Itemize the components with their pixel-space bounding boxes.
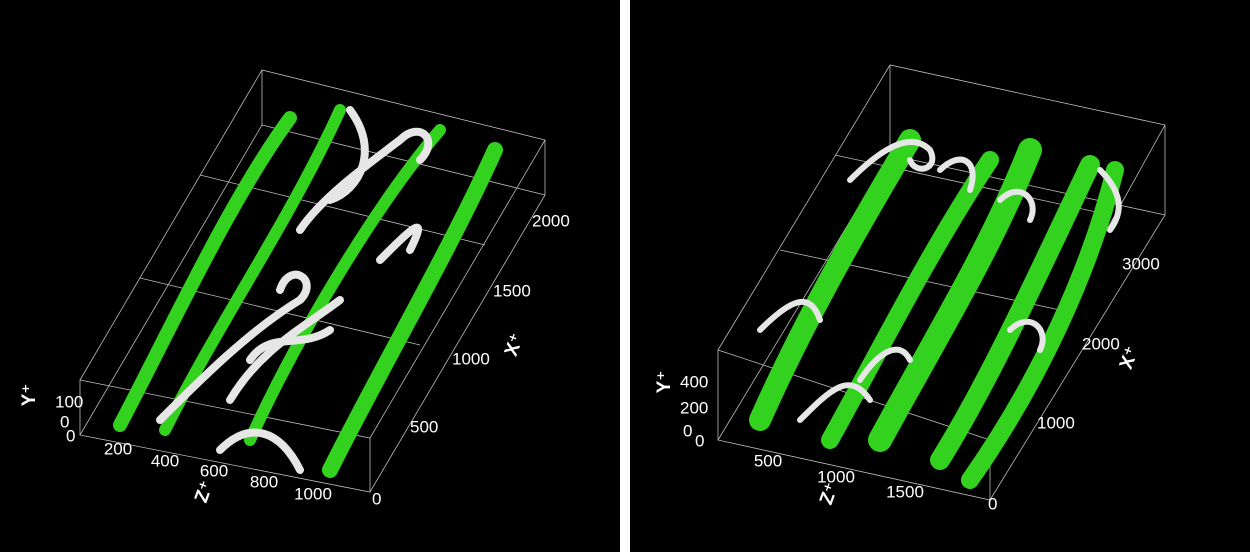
- streak: [159, 104, 346, 436]
- x-tick-label: 2000: [1082, 334, 1120, 353]
- z-tick-label: 200: [104, 439, 132, 458]
- z-tick-label: 1500: [886, 482, 924, 501]
- vortex: [757, 138, 1122, 423]
- streak: [322, 142, 503, 478]
- y-axis-label: Y⁺: [19, 384, 40, 407]
- streak: [961, 161, 1124, 489]
- x-tick-label: 0: [988, 494, 997, 513]
- y-tick-label: 0: [60, 412, 69, 431]
- x-tick-label: 2000: [532, 211, 570, 230]
- streak: [868, 138, 1042, 452]
- z-tick-label: 800: [250, 472, 278, 491]
- x-tick-label: 1500: [493, 281, 531, 300]
- streak: [930, 155, 1100, 470]
- y-tick-label: 200: [680, 398, 708, 417]
- z-tick-label: 600: [200, 461, 228, 480]
- x-tick-label: 0: [372, 489, 381, 508]
- z-tick-label: 1000: [294, 484, 332, 503]
- y-tick-label: 100: [55, 392, 83, 411]
- panel-background: [0, 0, 620, 552]
- streak: [749, 129, 921, 431]
- vortex: [156, 106, 433, 474]
- streak: [244, 124, 446, 446]
- x-tick-label: 1000: [452, 349, 490, 368]
- y-axis-label: Y⁺: [654, 371, 675, 394]
- x-tick-label: 500: [410, 417, 438, 436]
- streak: [821, 151, 999, 449]
- z-tick-label: 400: [151, 451, 179, 470]
- z-tick-label: 500: [754, 451, 782, 470]
- streak: [113, 111, 297, 432]
- panel-right: Y⁺ 400 200 0 0 500 1000 1500 Z⁺ 0 1000 2…: [630, 0, 1250, 552]
- z-tick-label: 1000: [817, 467, 855, 486]
- x-tick-label: 1000: [1037, 413, 1075, 432]
- corner-tick-label: 0: [695, 431, 704, 450]
- box-edges: [79, 70, 546, 492]
- x-tick-label: 3000: [1122, 254, 1160, 273]
- box-edges: [717, 65, 1166, 500]
- panel-left: Y⁺ 100 0 0 200 400 600 800 1000 Z⁺ 0 500…: [0, 0, 620, 552]
- y-tick-label: 400: [680, 372, 708, 391]
- corner-tick-label: 0: [66, 426, 75, 445]
- y-tick-label: 0: [683, 421, 692, 440]
